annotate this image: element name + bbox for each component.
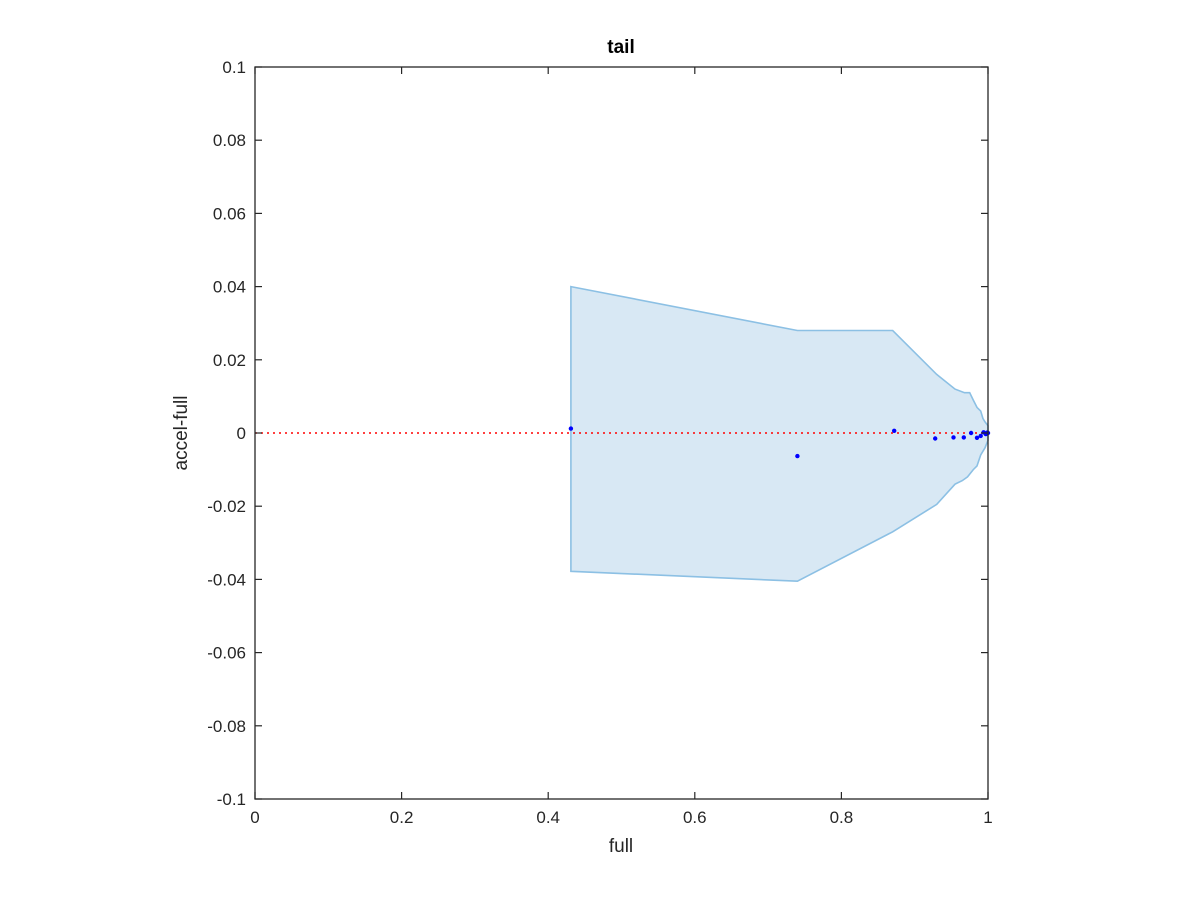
x-tick-label: 1 (983, 808, 992, 827)
x-tick-label: 0.2 (390, 808, 414, 827)
data-point (974, 435, 980, 440)
y-tick-label: -0.02 (207, 497, 246, 516)
y-tick-label: -0.06 (207, 644, 246, 663)
data-point (968, 430, 974, 436)
data-point (892, 428, 897, 433)
y-tick-label: 0.08 (213, 131, 246, 150)
y-axis-label: accel-full (171, 396, 192, 471)
x-tick-label: 0.8 (830, 808, 854, 827)
x-tick-label: 0.6 (683, 808, 707, 827)
x-tick-labels: 0 0.2 0.4 0.6 0.8 1 (250, 808, 992, 827)
data-point (978, 433, 983, 439)
y-tick-labels: -0.1 -0.08 -0.06 -0.04 -0.02 0 0.02 0.04 0.06 0.0… (207, 58, 246, 809)
tick-marks (254, 66, 989, 800)
y-tick-label: 0.06 (213, 204, 246, 223)
data-point (795, 453, 800, 459)
y-tick-label: -0.1 (217, 790, 246, 809)
y-tick-label: -0.04 (207, 570, 246, 589)
y-tick-label: 0.1 (222, 58, 246, 77)
x-tick-label: 0 (250, 808, 259, 827)
data-point (951, 435, 956, 440)
y-tick-label: 0 (237, 424, 246, 443)
data-point (961, 435, 966, 440)
x-axis-label: full (609, 836, 633, 857)
y-tick-label: -0.08 (207, 717, 246, 736)
y-tick-label: 0.04 (213, 278, 246, 297)
data-point (568, 426, 574, 431)
y-tick-label: 0.02 (213, 351, 246, 370)
x-tick-label: 0.4 (536, 808, 560, 827)
data-point (933, 436, 938, 441)
confidence-band (570, 285, 989, 583)
chart-title: tail (607, 37, 634, 58)
confidence-band-layer (570, 285, 989, 583)
